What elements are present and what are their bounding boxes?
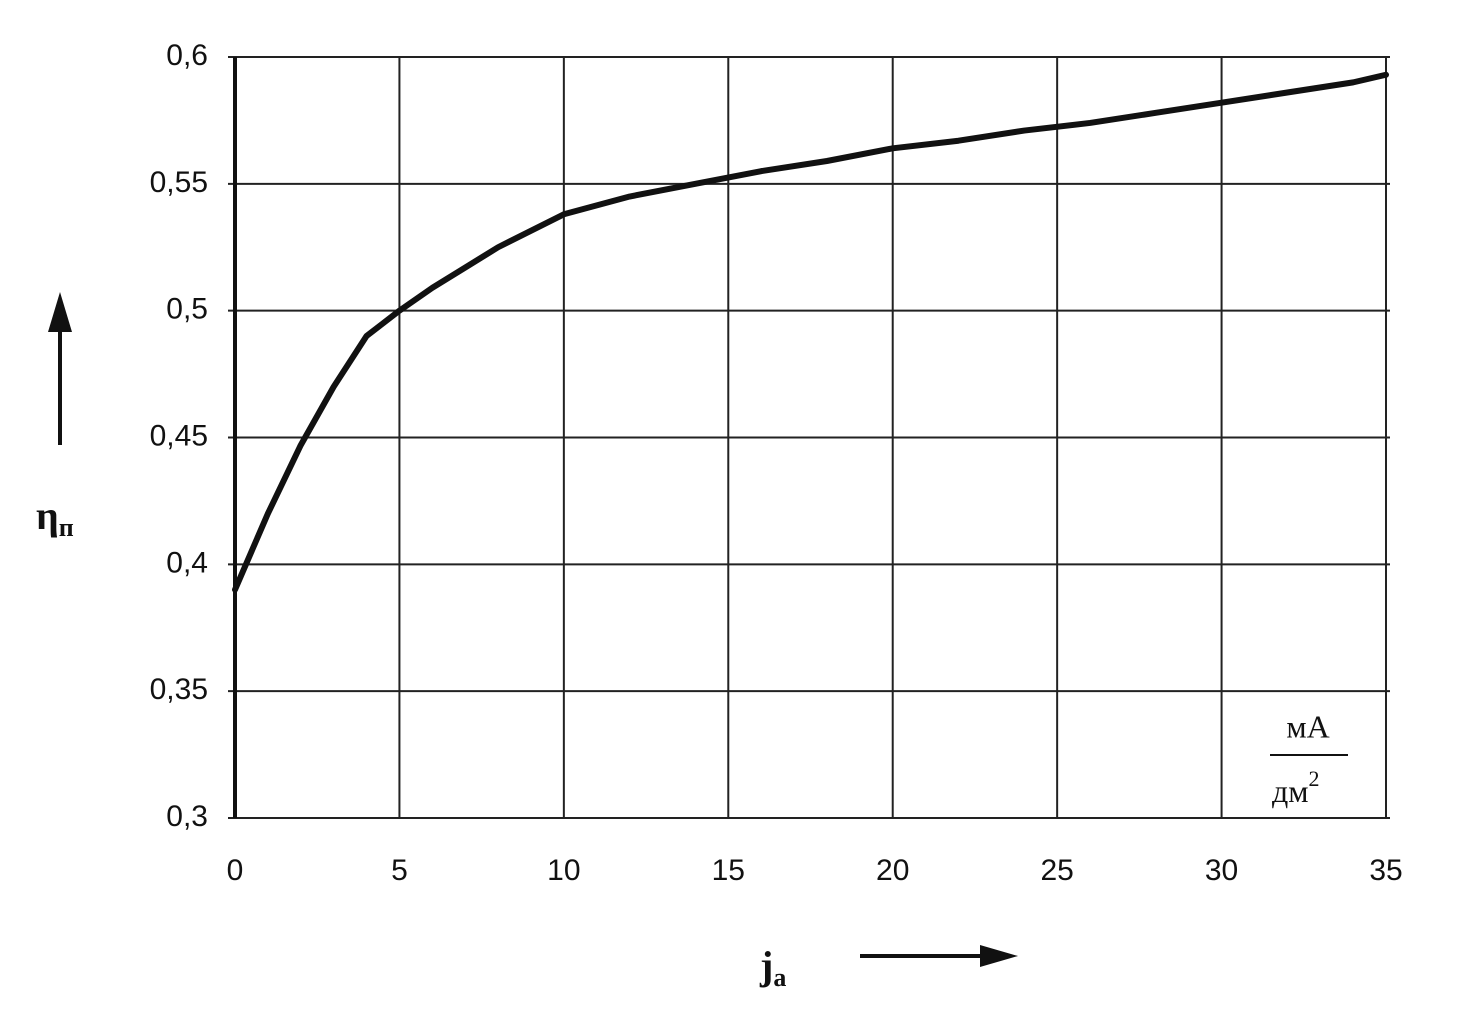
y-tick-label: 0,3 (166, 800, 208, 833)
unit-denominator-group: дм2 (1272, 766, 1320, 809)
x-tick-label: 10 (547, 854, 580, 887)
x-tick-label: 25 (1040, 854, 1073, 887)
x-tick-label: 5 (391, 854, 408, 887)
y-tick-label: 0,45 (150, 419, 208, 452)
x-tick-label: 0 (227, 854, 244, 887)
y-label-main: η (36, 493, 59, 538)
y-tick-label: 0,4 (166, 546, 208, 579)
unit-numerator: мА (1286, 708, 1329, 744)
y-axis-label: ηп (36, 493, 74, 542)
data-line (232, 71, 1389, 593)
x-arrow-head (980, 945, 1018, 967)
x-label-main: j (759, 943, 773, 988)
x-tick-label: 15 (712, 854, 745, 887)
y-tick-label: 0,6 (166, 39, 208, 72)
y-tick-label: 0,35 (150, 673, 208, 706)
y-tick-label: 0,55 (150, 166, 208, 199)
x-tick-label: 30 (1205, 854, 1238, 887)
x-label-sub: a (773, 963, 786, 992)
unit-exponent: 2 (1309, 766, 1320, 791)
x-axis-label: ja (759, 943, 786, 992)
unit-denominator: дм (1272, 773, 1309, 809)
x-tick-label: 35 (1369, 854, 1402, 887)
y-label-sub: п (59, 513, 74, 542)
x-tick-label: 20 (876, 854, 909, 887)
y-tick-label: 0,5 (166, 293, 208, 326)
y-arrow-head (48, 292, 72, 332)
